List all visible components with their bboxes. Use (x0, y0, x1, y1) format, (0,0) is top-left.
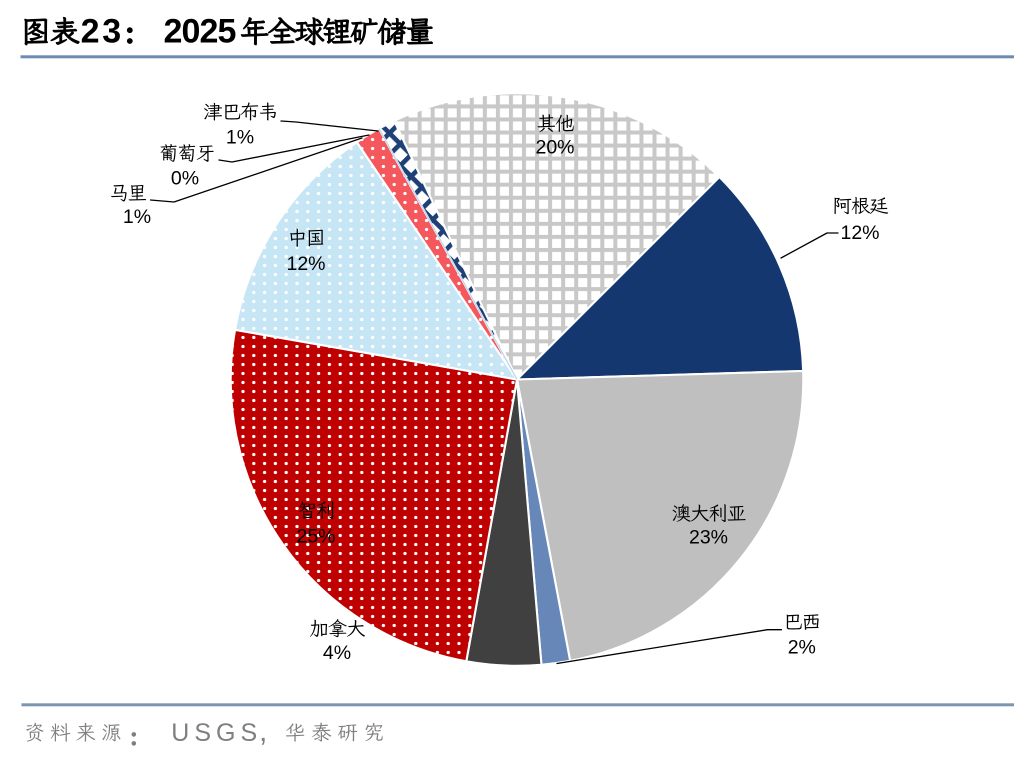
svg-text:4%: 4% (323, 642, 351, 664)
svg-text:2025: 2025 (164, 13, 236, 51)
svg-text:12%: 12% (286, 253, 325, 275)
svg-text:12%: 12% (840, 222, 879, 244)
svg-text:2%: 2% (788, 637, 816, 659)
svg-text:1%: 1% (226, 127, 254, 149)
svg-text:25%: 25% (296, 526, 335, 548)
svg-text:USGS: USGS (171, 719, 262, 747)
svg-text:,: , (259, 715, 267, 748)
svg-text:20%: 20% (535, 137, 574, 159)
svg-text:0%: 0% (171, 168, 199, 190)
svg-text:23%: 23% (689, 526, 728, 548)
svg-text:1%: 1% (123, 206, 151, 228)
svg-text:23: 23 (81, 13, 124, 51)
